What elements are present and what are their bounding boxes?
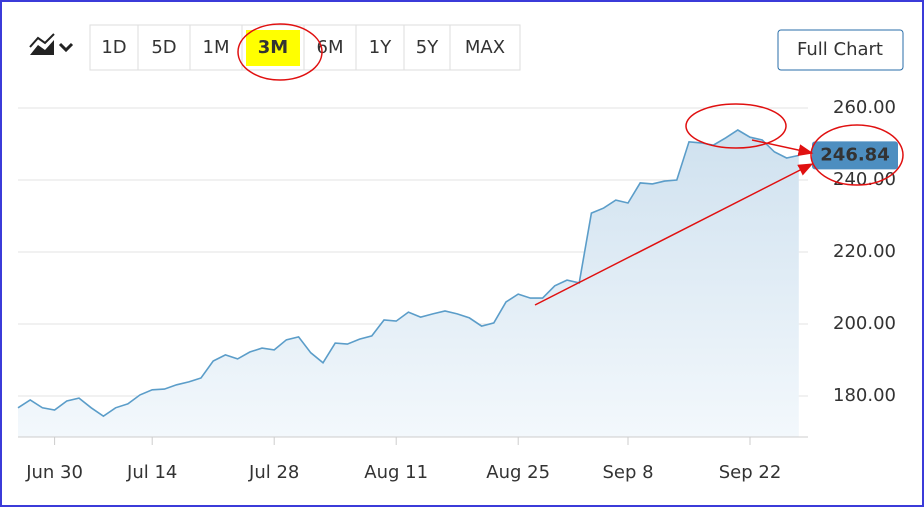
range-label[interactable]: 5D — [151, 37, 176, 58]
chart-type-icon[interactable] — [29, 33, 74, 55]
range-button[interactable] — [137, 24, 191, 71]
last-price-label: 246.84 — [820, 144, 889, 165]
price-line — [17, 129, 799, 418]
range-label[interactable]: 6M — [317, 37, 344, 58]
range-highlight — [246, 30, 300, 66]
y-tick-label: 180.00 — [833, 385, 896, 406]
range-button[interactable] — [449, 24, 521, 71]
annotation-circle — [685, 103, 787, 149]
x-tick-label: Sep 8 — [602, 462, 653, 483]
range-label[interactable]: 5Y — [416, 37, 439, 58]
annotation-arrow — [751, 139, 814, 157]
y-tick-label: 260.00 — [833, 97, 896, 118]
x-tick-label: Jun 30 — [25, 462, 83, 483]
x-tick-label: Aug 25 — [486, 462, 550, 483]
range-label[interactable]: MAX — [465, 37, 505, 58]
y-tick-label: 220.00 — [833, 241, 896, 262]
x-tick-label: Jul 14 — [126, 462, 177, 483]
range-label[interactable]: 1D — [101, 37, 126, 58]
full-chart-label[interactable]: Full Chart — [797, 39, 883, 60]
range-label[interactable]: 1M — [203, 37, 230, 58]
full-chart-button[interactable] — [777, 29, 904, 71]
range-button[interactable] — [89, 24, 139, 71]
x-tick-label: Aug 11 — [364, 462, 428, 483]
x-tick-label: Jul 28 — [248, 462, 299, 483]
range-label[interactable]: 1Y — [369, 37, 392, 58]
y-tick-label: 200.00 — [833, 313, 896, 334]
annotation-arrow — [534, 163, 814, 306]
range-button[interactable] — [403, 24, 451, 71]
y-tick-label: 240.00 — [833, 169, 896, 190]
range-button[interactable] — [355, 24, 405, 71]
range-label[interactable]: 3M — [258, 37, 288, 58]
range-button[interactable] — [189, 24, 243, 71]
area-fill — [18, 130, 799, 437]
last-price-badge — [812, 141, 898, 170]
annotation-circle — [237, 23, 323, 81]
x-tick-label: Sep 22 — [719, 462, 782, 483]
